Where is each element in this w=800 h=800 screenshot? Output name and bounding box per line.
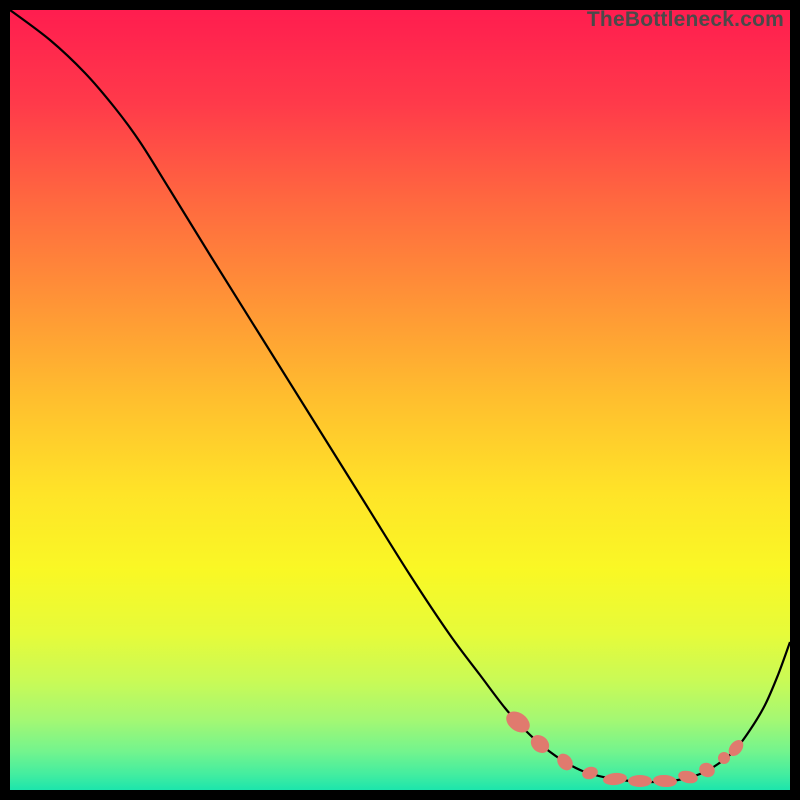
curve-layer xyxy=(10,10,790,790)
curve-marker xyxy=(554,751,576,774)
curve-marker xyxy=(628,775,652,787)
curve-marker xyxy=(653,774,678,788)
bottleneck-curve xyxy=(10,10,790,782)
curve-marker xyxy=(677,769,699,785)
curve-marker xyxy=(718,752,730,764)
curve-marker xyxy=(697,760,718,780)
curve-markers xyxy=(502,707,746,788)
plot-area: TheBottleneck.com xyxy=(10,10,790,790)
curve-marker xyxy=(581,765,600,781)
chart-container: TheBottleneck.com xyxy=(0,0,800,800)
watermark-text: TheBottleneck.com xyxy=(587,8,784,32)
curve-marker xyxy=(602,772,627,786)
